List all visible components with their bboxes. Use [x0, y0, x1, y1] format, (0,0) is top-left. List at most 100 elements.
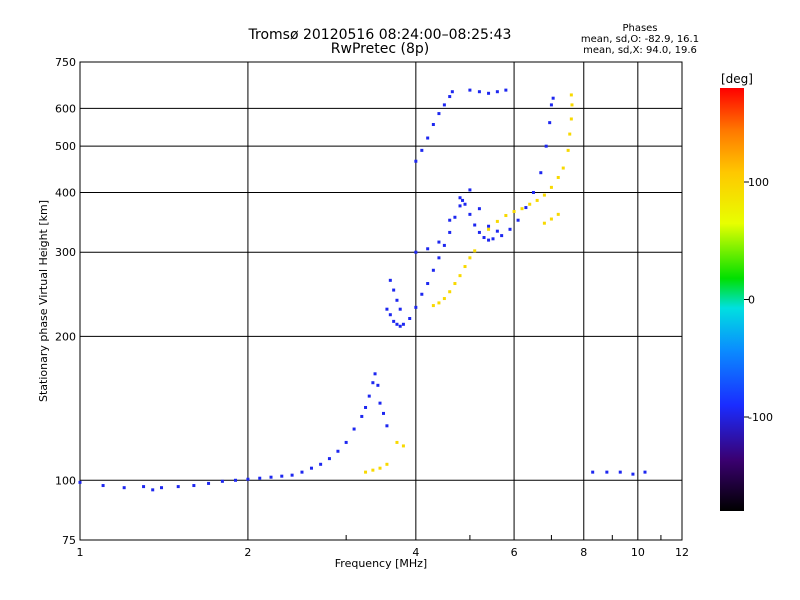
o-mode-point: [508, 227, 512, 231]
o-mode-point: [300, 470, 304, 474]
data-points: [78, 88, 647, 492]
o-mode-point: [192, 484, 196, 488]
o-mode-point: [395, 322, 399, 326]
o-mode-point: [371, 381, 375, 385]
x-mode-point: [495, 219, 499, 223]
colorbar-tick-label: -100: [748, 411, 773, 424]
o-mode-point: [309, 466, 313, 470]
y-tick-label: 600: [55, 102, 76, 115]
o-mode-point: [160, 486, 164, 490]
x-mode-point: [535, 198, 539, 202]
x-mode-point: [556, 175, 560, 179]
x-mode-point: [458, 274, 462, 278]
o-mode-point: [491, 237, 495, 241]
y-tick-label: 100: [55, 474, 76, 487]
x-axis-label: Frequency [MHz]: [335, 557, 427, 570]
o-mode-point: [233, 478, 237, 482]
o-mode-point: [448, 95, 452, 99]
o-mode-point: [487, 238, 491, 242]
o-mode-point: [500, 234, 504, 238]
o-mode-point: [468, 188, 472, 192]
x-mode-point: [566, 148, 570, 152]
o-mode-point: [442, 103, 446, 107]
o-mode-point: [327, 457, 331, 461]
x-mode-point: [468, 256, 472, 260]
x-mode-point: [431, 304, 435, 308]
o-mode-point: [388, 313, 392, 317]
o-mode-point: [78, 480, 82, 484]
o-mode-point: [151, 488, 155, 492]
o-mode-point: [468, 212, 472, 216]
o-mode-point: [448, 218, 452, 222]
o-mode-point: [461, 198, 465, 202]
y-tick-label: 400: [55, 186, 76, 199]
x-tick-label: 12: [675, 546, 689, 559]
o-mode-point: [431, 268, 435, 272]
x-tick-label: 1: [77, 546, 84, 559]
x-mode-point: [542, 193, 546, 197]
o-mode-point: [477, 230, 481, 234]
x-mode-point: [473, 249, 477, 253]
o-mode-point: [220, 479, 224, 483]
o-mode-point: [392, 319, 396, 323]
x-mode-point: [487, 227, 491, 231]
o-mode-point: [477, 90, 481, 94]
y-tick-label: 75: [62, 534, 76, 547]
o-mode-point: [360, 414, 364, 418]
o-mode-point: [487, 224, 491, 228]
x-mode-point: [364, 470, 368, 474]
y-tick-labels: 750 600 500 400 300 200 100 75: [55, 56, 76, 547]
o-mode-point: [398, 307, 402, 311]
o-mode-point: [487, 91, 491, 95]
o-mode-point: [482, 236, 486, 240]
x-mode-point: [453, 282, 457, 286]
chart-title: Tromsø 20120516 08:24:00–08:25:43: [248, 27, 512, 43]
x-mode-point: [561, 166, 565, 170]
x-mode-point: [385, 462, 389, 466]
x-tick-label: 4: [412, 546, 419, 559]
x-mode-point: [556, 212, 560, 216]
o-mode-point: [426, 282, 430, 286]
o-mode-point: [473, 223, 477, 227]
o-mode-point: [336, 449, 340, 453]
o-mode-point: [551, 96, 555, 100]
chart-subtitle: RwPretec (8p): [330, 41, 430, 57]
o-mode-point: [549, 103, 553, 107]
colorbar: [720, 88, 744, 511]
o-mode-point: [531, 190, 535, 194]
plot-frame: [79, 61, 683, 541]
x-mode-point: [401, 444, 405, 448]
o-mode-point: [364, 405, 368, 409]
o-mode-point: [381, 411, 385, 415]
o-mode-point: [468, 88, 472, 92]
x-mode-point: [569, 93, 573, 97]
o-mode-point: [246, 477, 250, 481]
x-tick-labels: 1 2 4 6 8 10 12: [77, 546, 690, 559]
x-mode-point: [378, 466, 382, 470]
y-tick-label: 750: [55, 56, 76, 69]
colorbar-label: [deg]: [721, 72, 753, 86]
o-mode-point: [101, 484, 105, 488]
o-mode-point: [448, 230, 452, 234]
x-tick-label: 6: [511, 546, 518, 559]
x-mode-point: [437, 301, 441, 305]
colorbar-tick-label: 100: [748, 176, 769, 189]
phase-stats-x: mean, sd,X: 94.0, 19.6: [583, 45, 697, 56]
x-mode-point: [549, 217, 553, 221]
o-mode-point: [420, 292, 424, 296]
y-tick-label: 200: [55, 330, 76, 343]
o-mode-point: [122, 486, 126, 490]
o-mode-point: [539, 171, 543, 175]
x-mode-point: [371, 468, 375, 472]
o-mode-point: [408, 316, 412, 320]
o-mode-point: [376, 383, 380, 387]
o-mode-point: [442, 243, 446, 247]
o-mode-point: [420, 148, 424, 152]
o-mode-point: [385, 307, 389, 311]
o-mode-point: [463, 202, 467, 206]
o-mode-point: [392, 288, 396, 292]
x-tick-label: 8: [580, 546, 587, 559]
x-mode-point: [520, 207, 524, 211]
o-mode-point: [367, 394, 371, 398]
